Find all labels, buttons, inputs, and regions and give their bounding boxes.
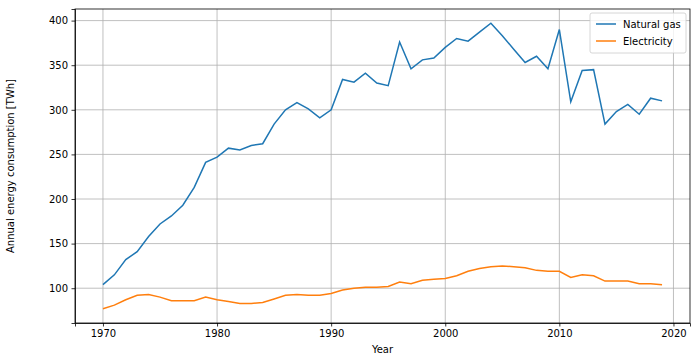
x-tick-label: 2020: [661, 328, 686, 339]
x-tick: 2010: [547, 323, 572, 339]
y-tick-label: 100: [49, 283, 68, 294]
grid-line-y: [75, 243, 690, 244]
x-tick-label: 1990: [319, 328, 344, 339]
chart: 1970 1980 1990 2000 2010 2020 100 150 200 250 300 3…: [0, 0, 700, 358]
grid-line-x: [673, 9, 674, 323]
grid-line-x: [445, 9, 446, 323]
y-axis-line: [72, 10, 76, 324]
lines: [103, 23, 662, 308]
y-tick: 400: [49, 15, 75, 26]
grid-line-y: [75, 199, 690, 200]
y-tick: 300: [49, 105, 75, 116]
y-tick-mark: [72, 154, 76, 155]
y-tick: 200: [49, 194, 75, 205]
y-tick-label: 350: [49, 60, 68, 71]
x-tick-label: 1980: [205, 328, 230, 339]
y-tick-mark: [72, 244, 76, 245]
y-axis-title: Annual energy consumption [TWh]: [5, 79, 16, 253]
y-tick-mark: [72, 21, 76, 22]
grid-line-y: [75, 154, 690, 155]
y-tick: 100: [49, 283, 75, 294]
y-tick: 350: [49, 60, 75, 71]
plot-frame: [75, 9, 690, 323]
legend-swatch: [596, 23, 616, 25]
x-tick-mark: [103, 323, 104, 327]
x-tick: 1980: [205, 323, 230, 339]
y-axis: 100 150 200 250 300 350 400: [49, 10, 76, 324]
grid-line-x: [331, 9, 332, 323]
grid-line-x: [102, 9, 103, 323]
x-tick-mark: [559, 323, 560, 327]
x-tick: 1990: [319, 323, 344, 339]
x-tick-mark: [673, 323, 674, 327]
x-axis-title: Year: [371, 344, 394, 355]
legend-label: Electricity: [623, 36, 673, 47]
series-line: [103, 23, 662, 284]
grid: [75, 9, 690, 323]
y-tick-label: 300: [49, 105, 68, 116]
y-tick-label: 150: [49, 238, 68, 249]
plot-area: 1970 1980 1990 2000 2010 2020 100 150 200 250 300 3…: [49, 9, 691, 339]
y-tick-mark: [72, 65, 76, 66]
grid-line-y: [75, 109, 690, 110]
x-tick-mark: [445, 323, 446, 327]
legend-label: Natural gas: [623, 19, 681, 30]
x-axis-line: [76, 324, 691, 327]
y-tick-label: 400: [49, 15, 68, 26]
x-tick: 1970: [91, 323, 116, 339]
x-tick-mark: [331, 323, 332, 327]
y-tick-mark: [72, 199, 76, 200]
legend-box: [590, 13, 686, 53]
x-tick-mark: [217, 323, 218, 327]
x-tick-label: 1970: [91, 328, 116, 339]
grid-line-x: [217, 9, 218, 323]
y-tick: 250: [49, 149, 75, 160]
x-tick-label: 2000: [433, 328, 458, 339]
y-tick-mark: [72, 288, 76, 289]
y-tick: 150: [49, 238, 75, 249]
legend: Natural gas Electricity: [590, 13, 686, 53]
x-tick: 2020: [661, 323, 686, 339]
legend-swatch: [596, 40, 616, 42]
y-tick-label: 200: [49, 194, 68, 205]
series-line: [103, 266, 662, 309]
grid-line-y: [75, 288, 690, 289]
x-tick-label: 2010: [547, 328, 572, 339]
x-tick: 2000: [433, 323, 458, 339]
y-tick-mark: [72, 110, 76, 111]
x-axis: 1970 1980 1990 2000 2010 2020: [76, 323, 691, 339]
y-tick-label: 250: [49, 149, 68, 160]
grid-line-y: [75, 65, 690, 66]
grid-line-x: [559, 9, 560, 323]
